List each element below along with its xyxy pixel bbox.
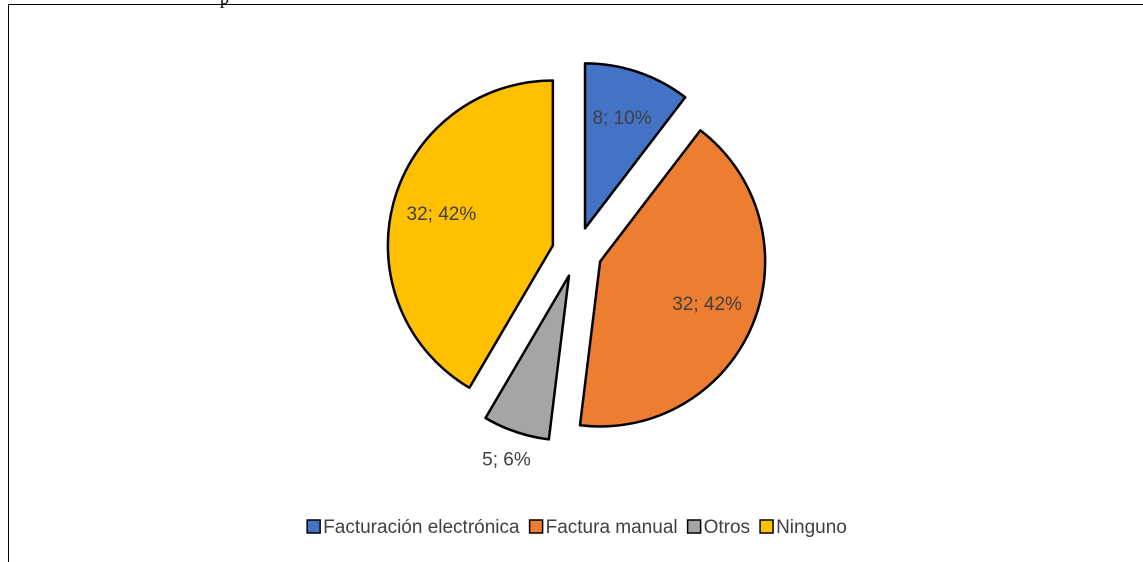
data-label: 8; 10% [592,108,651,129]
legend-label: Otros [704,517,750,538]
pie-slice [484,274,571,441]
legend-label: Factura manual [546,517,678,538]
legend-label: Ninguno [776,517,847,538]
pie-slice [583,62,687,230]
data-label: 5; 6% [482,449,531,470]
legend-swatch [528,519,544,534]
data-label: 32; 42% [672,294,742,315]
pie: 8; 10% 32; 42% 5; 6% 32; 42% [386,62,767,470]
legend: Facturación electrónica Factura manual Otr… [306,517,847,538]
pie-slice [386,79,555,390]
data-label: 32; 42% [407,204,477,225]
legend-swatch [686,519,702,534]
legend-label: Facturación electrónica [323,517,520,538]
frame [8,4,1143,562]
legend-swatch [759,519,774,534]
legend-swatch [306,519,321,534]
pie-slice [578,129,767,428]
